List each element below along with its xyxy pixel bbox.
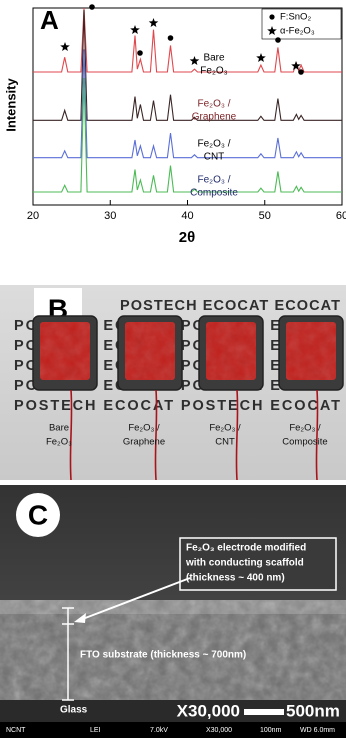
plot-area [33, 7, 342, 193]
fto-texture [0, 614, 346, 700]
peak-dot [89, 4, 95, 10]
panel-label: A [40, 5, 59, 35]
legend-box [261, 8, 342, 40]
sample-label: Fe₂O₃ [46, 437, 72, 448]
series-label: Fe₂O₃ / [198, 139, 231, 150]
series-label: Graphene [192, 112, 237, 123]
x-tick-label: 50 [259, 210, 271, 222]
peak-star [148, 18, 159, 27]
xrd-pattern [33, 77, 342, 193]
sample-label: Fe₂O₃ / [289, 423, 321, 434]
peak-star [291, 61, 301, 70]
wire [154, 389, 158, 481]
peak-dot [275, 37, 281, 43]
wire [315, 389, 319, 481]
x-tick-label: 30 [104, 210, 116, 222]
legend-label: F:SnO₂ [280, 12, 311, 23]
xrd-panel: A Intensity 2θ F:SnO₂ α-Fe₂O₃ 20 30 40 50 60… [3, 4, 346, 246]
x-axis-label: 2θ [179, 229, 195, 246]
info-text: X30,000 [206, 727, 232, 734]
scale-bar [244, 709, 284, 715]
peak-star [60, 42, 70, 51]
peak-dot [167, 35, 174, 41]
series-label: Composite [190, 188, 238, 199]
electrode-texture [0, 600, 346, 614]
magnification: X30,000 [177, 701, 240, 720]
callout-box [179, 537, 337, 591]
peak-star [130, 25, 140, 34]
info-text: 7.0kV [150, 727, 168, 734]
sample-label: Bare [49, 423, 69, 434]
sample-label: CNT [215, 437, 235, 448]
series-label: Fe₂O₃ / [198, 99, 231, 110]
series-label: Bare [203, 53, 225, 64]
y-axis-label: Intensity [3, 78, 18, 132]
peak-star [189, 56, 200, 65]
callout-text: (thickness ~ 400 nm) [186, 573, 285, 584]
peak-dot [137, 50, 143, 56]
legend-dot [269, 14, 275, 20]
info-text: NCNT [6, 727, 26, 734]
info-text: LEI [90, 727, 101, 734]
legend-star [267, 26, 277, 35]
info-text: 100nm [260, 727, 282, 734]
callout-text: with conducting scaffold [185, 558, 304, 569]
glass-layer [0, 700, 346, 722]
sem-panel: C Fe₂O₃ electrode modified with conducti… [0, 485, 346, 738]
sample-sheen [125, 322, 175, 380]
callout-arrow [79, 577, 191, 621]
peak-star [256, 53, 266, 62]
x-tick-label: 60 [336, 210, 346, 222]
background-text: POSTECH ECOCAT POSTECH ECOCAT [14, 398, 340, 414]
panel-label: C [28, 499, 48, 530]
layer-label: Glass [60, 705, 88, 716]
sample-label: Fe₂O₃ / [128, 423, 160, 434]
info-text: WD 6.0mm [300, 727, 335, 734]
info-bar [0, 722, 346, 738]
arrow-head [74, 613, 86, 623]
callout-text: Fe₂O₃ electrode modified [186, 543, 306, 554]
panel-label-circle [16, 493, 60, 537]
series-label: Fe₂O₃ [200, 66, 227, 77]
sample-sheen [206, 322, 256, 380]
xrd-pattern [33, 9, 342, 121]
wire [69, 389, 73, 481]
sample-label: Composite [282, 437, 327, 448]
sample-sheen [286, 322, 336, 380]
legend-label: α-Fe₂O₃ [280, 26, 315, 37]
x-tick-label: 20 [27, 210, 39, 222]
wire [235, 389, 239, 481]
layer-label: FTO substrate (thickness ~ 700nm) [80, 650, 246, 661]
background-text: POSTECH ECOCAT ECOCAT [120, 298, 340, 314]
series-label: Fe₂O₃ / [198, 175, 231, 186]
x-tick-label: 40 [181, 210, 193, 222]
peak-dot [298, 69, 304, 75]
sample-label: Fe₂O₃ / [209, 423, 241, 434]
sample-label: Graphene [123, 437, 165, 448]
scale-bar-label: 500nm [286, 701, 340, 720]
sample-sheen [40, 322, 90, 380]
series-label: CNT [204, 152, 225, 163]
xrd-pattern [33, 49, 342, 159]
